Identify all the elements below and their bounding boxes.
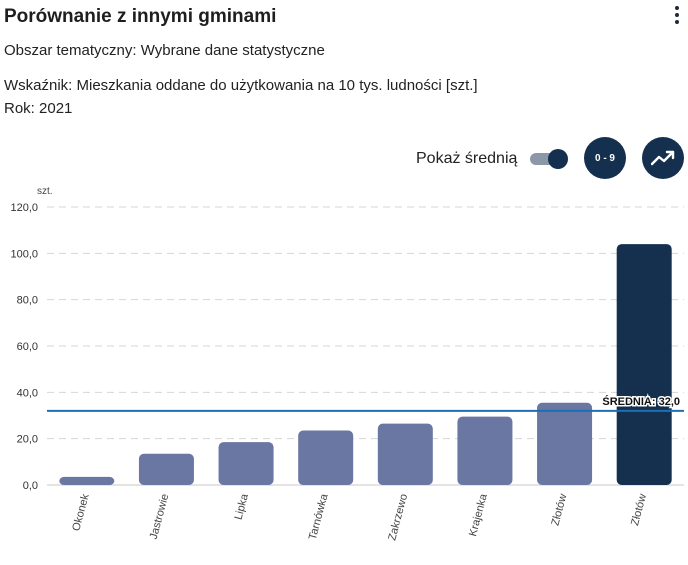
bar xyxy=(298,430,354,485)
bar xyxy=(218,442,274,485)
bar xyxy=(138,453,194,485)
x-tick-label: Tarnówka xyxy=(307,492,331,541)
x-tick-label: Okonek xyxy=(70,492,92,532)
trend-chart-icon xyxy=(651,150,675,166)
show-average-toggle[interactable] xyxy=(530,148,570,170)
x-tick-label: Złotów xyxy=(549,493,569,527)
x-tick-label: Jastrowie xyxy=(148,493,172,541)
bar-chart: szt. 0,0 20,0 40,0 60,0 80,0 100,0 120,0 Okonek J… xyxy=(10,186,684,542)
bar xyxy=(377,423,433,485)
x-tick-label: Zakrzewo xyxy=(386,493,410,542)
y-tick-label: 60,0 xyxy=(17,341,38,353)
x-tick-label: Krajenka xyxy=(467,492,490,538)
x-tick-label: Złotów xyxy=(629,493,649,527)
show-average-label: Pokaż średnią xyxy=(416,150,518,167)
y-tick-label: 0,0 xyxy=(23,480,38,492)
indicator-text: Wskaźnik: Mieszkania oddane do użytkowan… xyxy=(4,77,478,94)
range-button[interactable]: 0 - 9 xyxy=(584,137,626,179)
x-tick-label: Lipka xyxy=(233,492,252,521)
y-axis-unit-label: szt. xyxy=(37,186,53,197)
thematic-area-text: Obszar tematyczny: Wybrane dane statysty… xyxy=(4,42,325,59)
bar xyxy=(59,476,115,485)
y-tick-label: 80,0 xyxy=(17,295,38,307)
bar xyxy=(537,402,593,485)
y-tick-label: 100,0 xyxy=(10,248,38,260)
y-tick-label: 40,0 xyxy=(17,387,38,399)
y-tick-label: 120,0 xyxy=(10,202,38,214)
trend-chart-button[interactable] xyxy=(642,137,684,179)
average-label: ŚREDNIA: 32,0 xyxy=(602,395,680,408)
bar xyxy=(616,244,672,485)
kebab-menu-icon[interactable] xyxy=(670,4,684,26)
y-tick-label: 20,0 xyxy=(17,434,38,446)
page-title: Porównanie z innymi gminami xyxy=(4,6,277,27)
bar xyxy=(457,416,513,485)
toggle-knob xyxy=(548,149,568,169)
year-text: Rok: 2021 xyxy=(4,100,73,117)
